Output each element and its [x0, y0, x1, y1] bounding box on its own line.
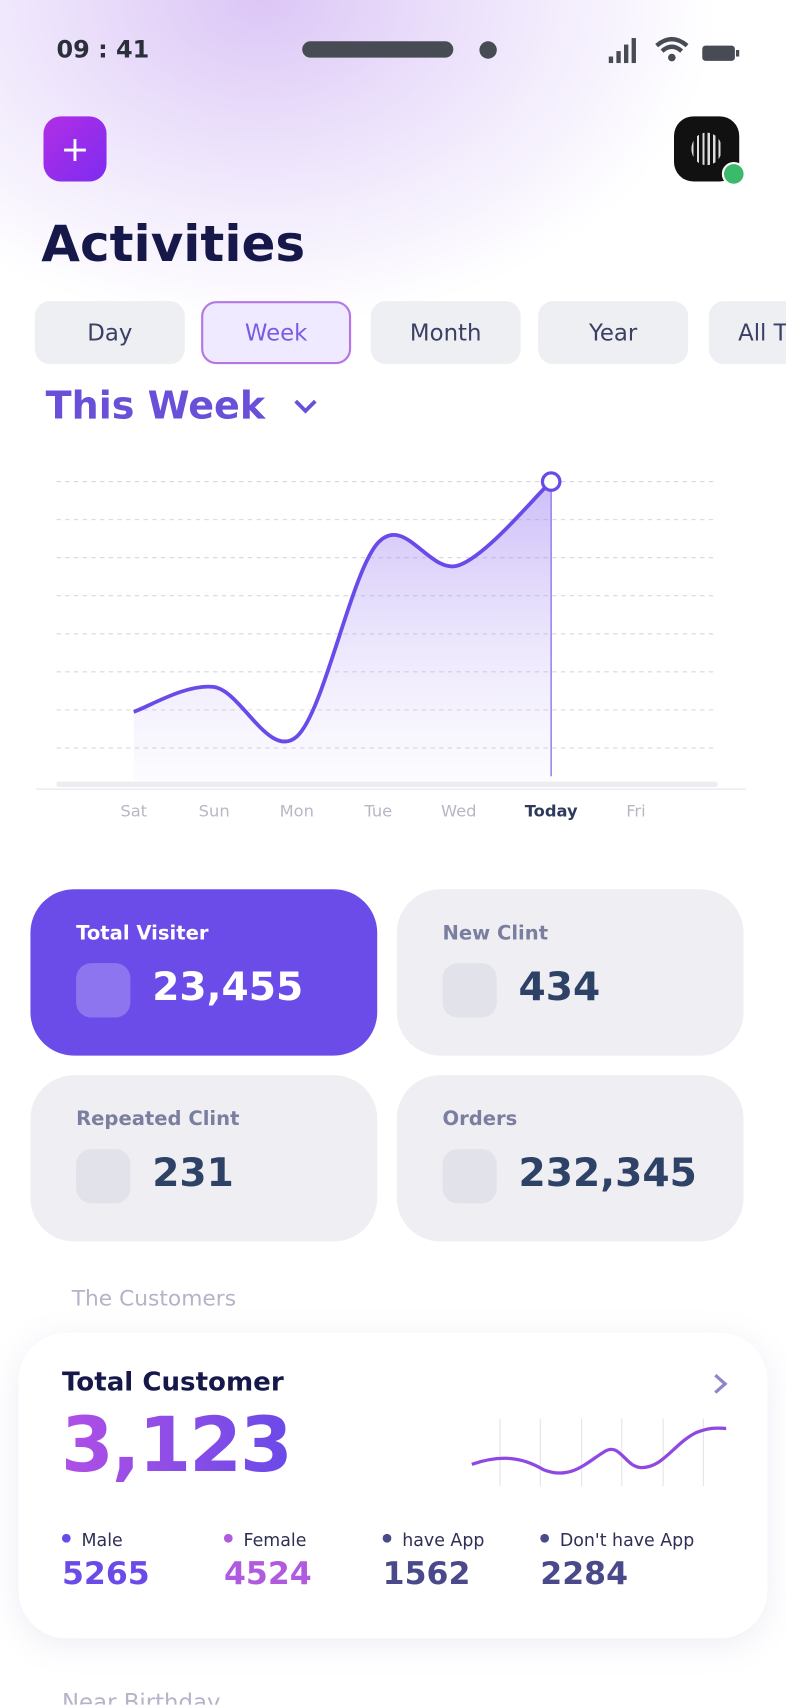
stat-card: New Clint 434	[396, 889, 744, 1056]
add-button[interactable]: +	[43, 116, 107, 182]
page-title: Activities	[41, 214, 306, 273]
tab[interactable]: Month	[370, 301, 521, 365]
next-section: Near Birthday	[61, 1689, 221, 1705]
group-name: have App	[402, 1529, 485, 1551]
x-tick-label: Mon	[280, 801, 314, 820]
customer-title: Total Customer	[61, 1366, 284, 1397]
group-value: 4524	[223, 1554, 312, 1592]
group-dot	[223, 1533, 233, 1543]
current-point	[540, 471, 562, 492]
chevron	[294, 399, 317, 414]
group-value: 2284	[540, 1554, 629, 1592]
stat-icon	[442, 1149, 497, 1204]
tab[interactable]: Year	[538, 301, 689, 365]
avatar-pattern	[691, 132, 722, 166]
customer-total: 3,123	[60, 1400, 293, 1490]
x-tick-label: Sat	[120, 801, 147, 820]
group-name: Don't have App	[559, 1529, 695, 1551]
group-label: have App	[382, 1529, 485, 1551]
stat-label: Orders	[442, 1107, 518, 1131]
group-dot	[540, 1533, 549, 1543]
tab[interactable]: All Time	[708, 301, 786, 365]
stat-card: Total Visiter 23,455	[30, 889, 378, 1056]
avatar[interactable]	[674, 116, 746, 186]
period-label: This Week	[45, 384, 266, 429]
x-tick-label: Fri	[626, 801, 645, 820]
sparkline	[471, 1418, 727, 1487]
online-dot	[721, 161, 746, 186]
period-select[interactable]: This Week	[46, 385, 322, 428]
x-tick-label: Today	[525, 801, 578, 820]
group-dot	[61, 1533, 71, 1543]
status-icons	[608, 36, 740, 64]
activity-chart: Sat Sun Mon Tue Wed Today Fri	[35, 471, 746, 820]
status-time: 09 : 41	[56, 36, 150, 65]
stat-card: Orders 232,345	[396, 1075, 744, 1242]
stat-value: 231	[152, 1151, 234, 1196]
line	[133, 480, 553, 744]
group-name: Male	[81, 1529, 123, 1551]
section-title: The Customers	[71, 1284, 237, 1312]
tab[interactable]: Day	[34, 301, 185, 365]
stat-value: 434	[518, 965, 601, 1010]
chart-baseline	[56, 781, 718, 788]
group-label: Don't have App	[540, 1529, 695, 1551]
notch	[302, 41, 454, 58]
stat-label: Repeated Clint	[76, 1107, 240, 1131]
stat-value: 23,455	[152, 965, 304, 1010]
camera	[479, 41, 497, 59]
x-tick-label: Sun	[199, 801, 230, 820]
group-value: 5265	[61, 1554, 150, 1592]
stat-label: New Clint	[442, 921, 549, 945]
stat-icon	[76, 963, 131, 1018]
group-label: Male	[61, 1529, 123, 1551]
more-arrow[interactable]	[707, 1372, 733, 1396]
stat-icon	[76, 1149, 131, 1204]
stat-label: Total Visiter	[76, 921, 209, 945]
stat-value: 232,345	[518, 1151, 697, 1196]
group-dot	[382, 1533, 392, 1543]
stat-card: Repeated Clint 231	[30, 1075, 378, 1242]
tab[interactable]: Week	[201, 301, 352, 365]
customer-card	[18, 1332, 768, 1639]
group-name: Female	[243, 1529, 307, 1551]
group-label: Female	[223, 1529, 307, 1551]
x-tick-label: Tue	[363, 801, 392, 820]
stat-icon	[442, 963, 497, 1018]
x-tick-label: Wed	[441, 801, 477, 820]
group-value: 1562	[382, 1554, 471, 1592]
